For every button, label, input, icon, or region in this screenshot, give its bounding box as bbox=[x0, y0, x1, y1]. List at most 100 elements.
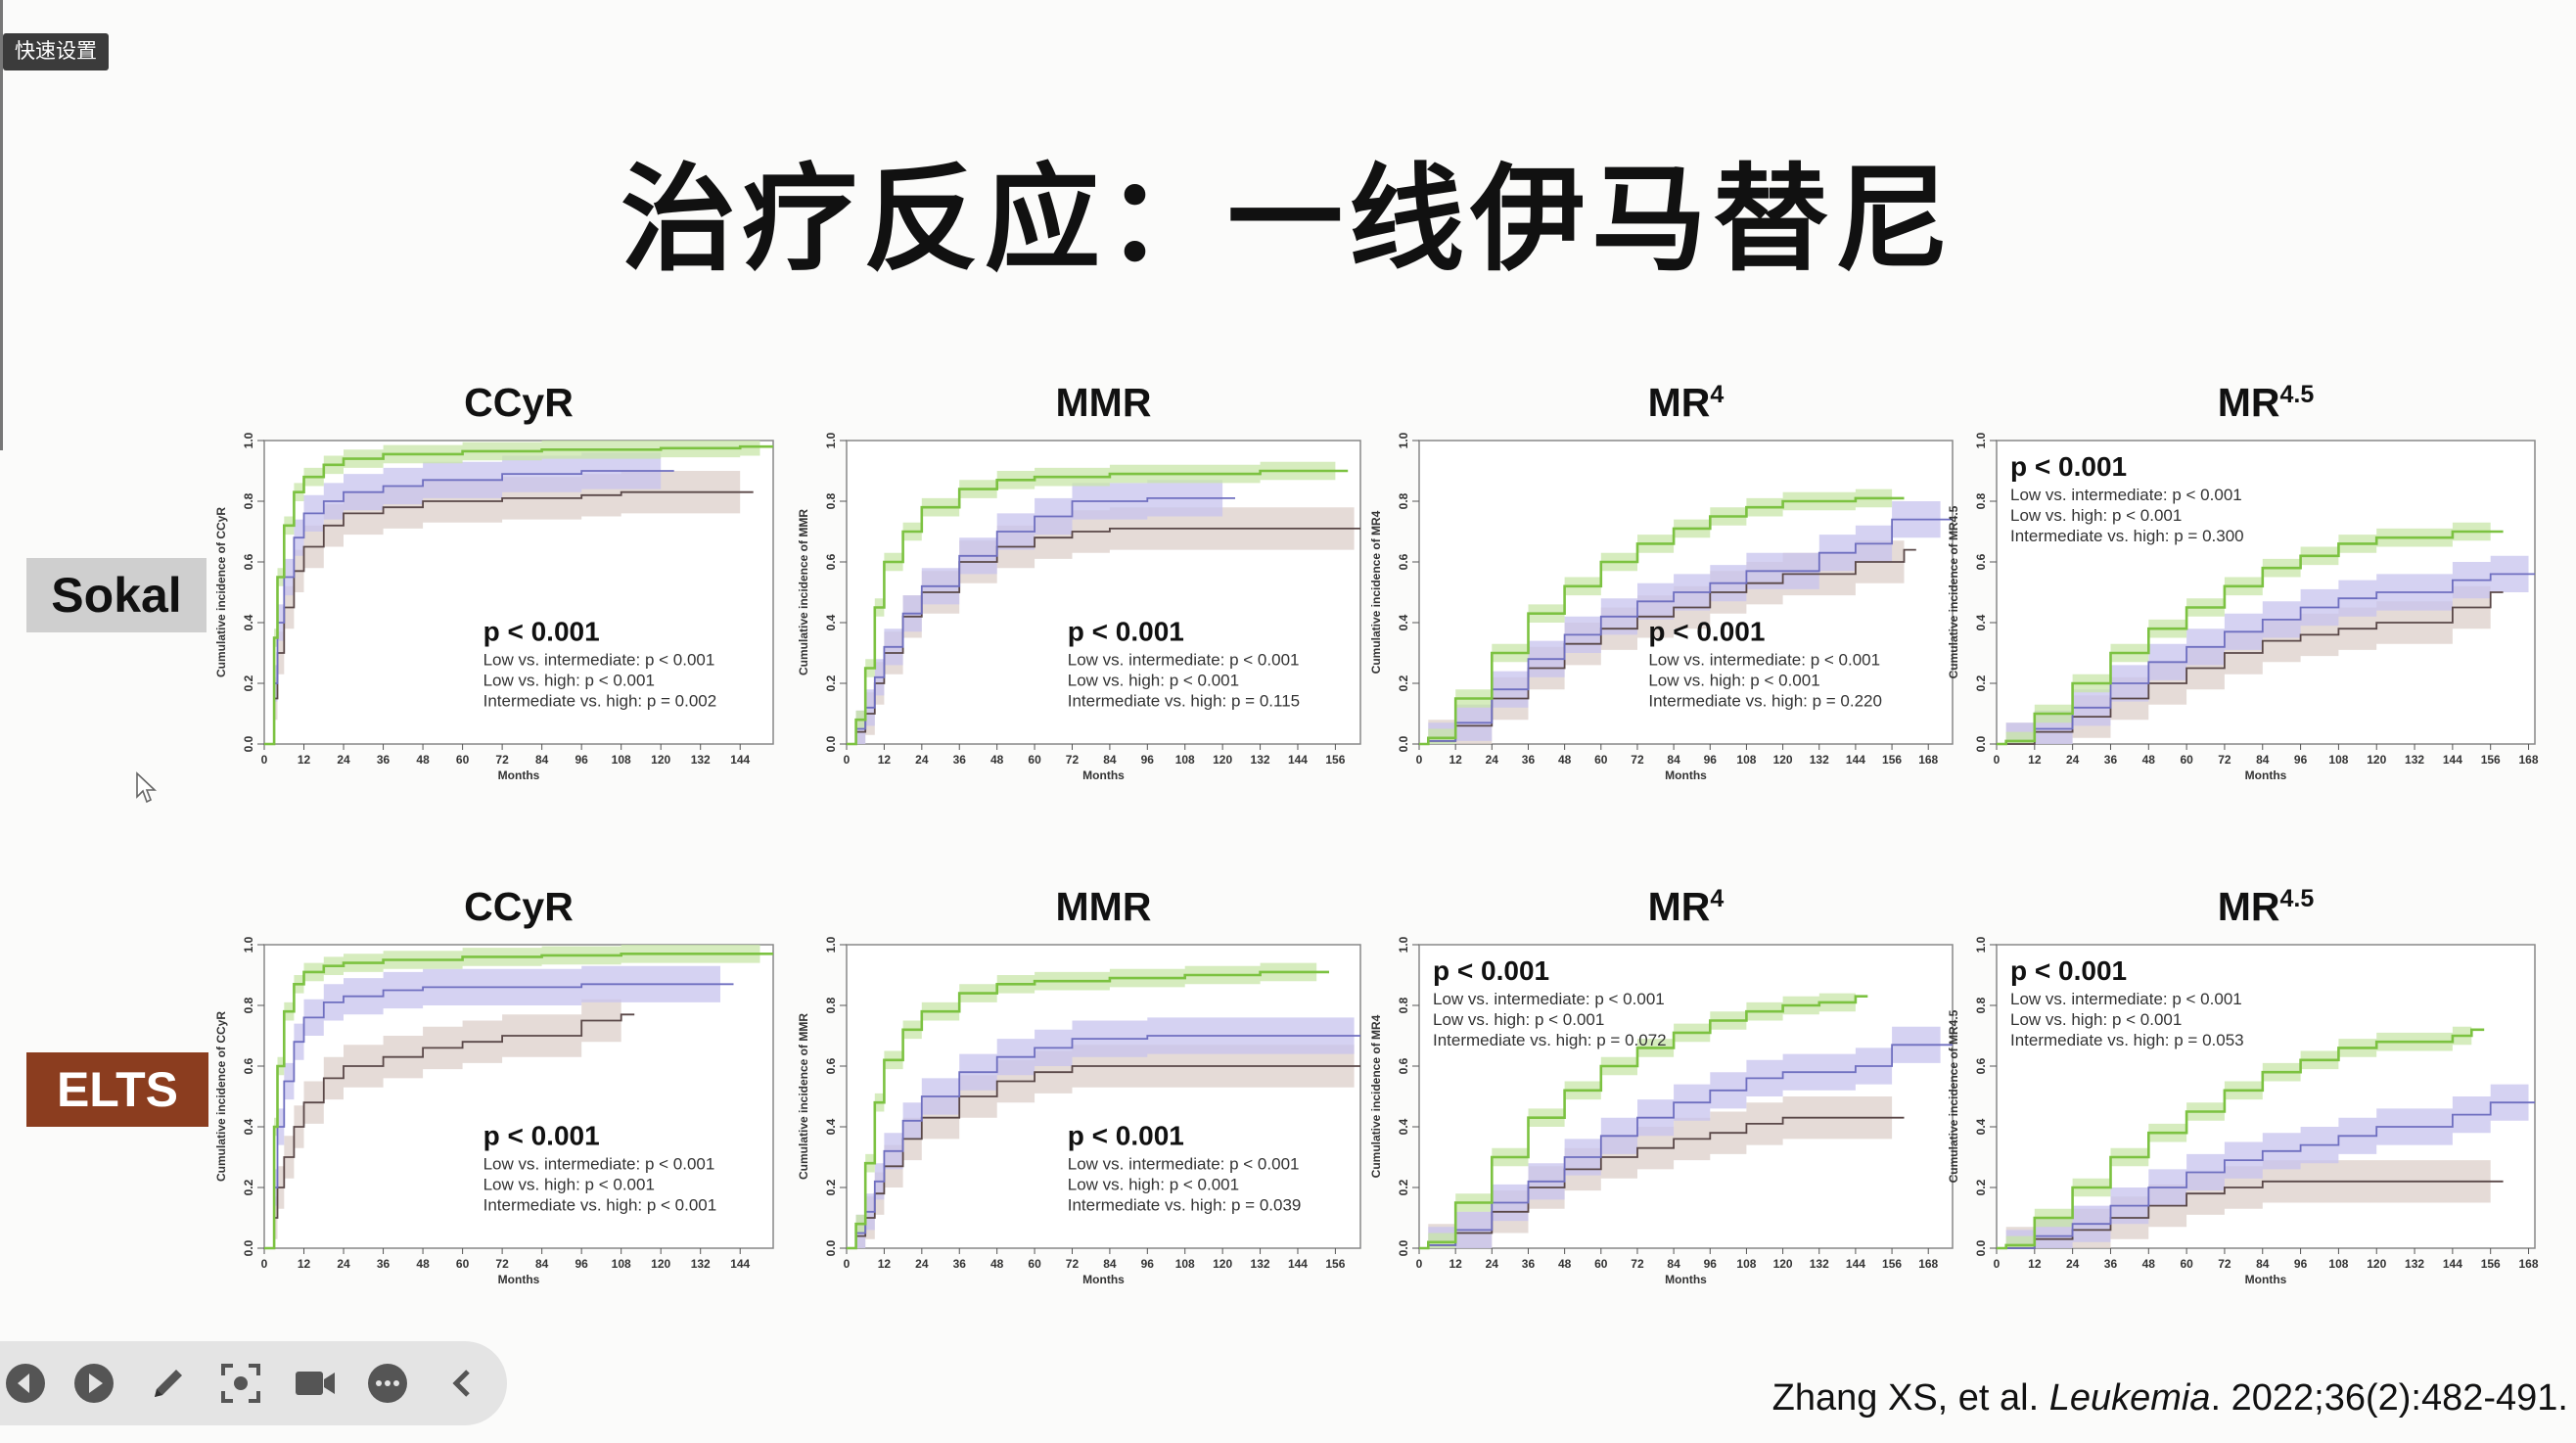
x-tick-label: 156 bbox=[2481, 1257, 2501, 1271]
chart-elts-mr4: MR4 0.0 0.2 0.4 0.6 0.8 1.0 Cumulative incidenc… bbox=[1341, 876, 1962, 1297]
series-line-intermediate bbox=[1419, 1044, 1953, 1249]
y-tick-label: 0.2 bbox=[1974, 1179, 1988, 1195]
y-tick-label: 0.2 bbox=[1397, 675, 1410, 691]
y-tick-label: 0.8 bbox=[242, 492, 255, 509]
quick-settings-button[interactable]: 快速设置 bbox=[3, 33, 109, 70]
chart-title: CCyR bbox=[464, 884, 574, 929]
y-tick-label: 1.0 bbox=[1974, 432, 1988, 448]
confidence-band-intermediate bbox=[855, 1017, 1355, 1248]
x-tick-label: 12 bbox=[878, 753, 892, 767]
collapse-icon[interactable] bbox=[438, 1360, 485, 1407]
y-tick-label: 0.8 bbox=[824, 997, 838, 1013]
x-tick-label: 60 bbox=[1028, 753, 1041, 767]
previous-icon[interactable] bbox=[2, 1360, 49, 1407]
camera-icon[interactable] bbox=[292, 1360, 339, 1407]
chart-elts-ccyr: CCyR 0.0 0.2 0.4 0.6 0.8 1.0 Cumulative inciden… bbox=[186, 876, 783, 1297]
y-tick-label: 0.6 bbox=[1397, 553, 1410, 570]
series-line-low bbox=[1419, 995, 1868, 1250]
mouse-pointer-icon bbox=[136, 771, 158, 804]
x-tick-label: 108 bbox=[612, 1257, 631, 1271]
pen-icon[interactable] bbox=[145, 1360, 192, 1407]
x-tick-label: 168 bbox=[2519, 753, 2539, 767]
x-tick-label: 156 bbox=[2481, 753, 2501, 767]
x-tick-label: 48 bbox=[416, 1257, 430, 1271]
x-tick-label: 60 bbox=[2180, 1257, 2193, 1271]
chart-title: MR4.5 bbox=[2218, 884, 2315, 929]
x-tick-label: 120 bbox=[1773, 753, 1793, 767]
x-tick-label: 0 bbox=[1994, 1257, 2001, 1271]
confidence-band-high bbox=[274, 471, 741, 721]
x-tick-label: 36 bbox=[1522, 1257, 1536, 1271]
chart-svg: MR4 0.0 0.2 0.4 0.6 0.8 1.0 Cumulative incidenc… bbox=[1369, 380, 1954, 782]
x-tick-label: 156 bbox=[1882, 753, 1902, 767]
y-tick-label: 0.6 bbox=[242, 1057, 255, 1074]
p-value-main: p < 0.001 bbox=[1433, 955, 1549, 986]
y-tick-label: 0.6 bbox=[1974, 1057, 1988, 1074]
x-tick-label: 0 bbox=[1416, 1257, 1423, 1271]
x-axis-label: Months bbox=[2245, 1273, 2287, 1286]
x-tick-label: 132 bbox=[1251, 1257, 1270, 1271]
x-tick-label: 132 bbox=[2405, 1257, 2424, 1271]
y-tick-label: 0.4 bbox=[1974, 614, 1988, 630]
p-value-comparison: Intermediate vs. high: p = 0.300 bbox=[2010, 527, 2244, 545]
p-value-comparison: Low vs. high: p < 0.001 bbox=[1068, 672, 1239, 690]
x-tick-label: 84 bbox=[535, 753, 549, 767]
y-axis-label: Cumulative incidence of MR4 bbox=[1369, 1014, 1383, 1178]
chart-sokal-mmr: MMR 0.0 0.2 0.4 0.6 0.8 1.0 Cumulative incidenc… bbox=[768, 372, 1370, 793]
confidence-band-low bbox=[2005, 522, 2491, 744]
series-line-high bbox=[1997, 1180, 2504, 1249]
x-tick-label: 156 bbox=[1325, 753, 1345, 767]
x-tick-label: 60 bbox=[456, 753, 470, 767]
chart-title: MR4.5 bbox=[2218, 380, 2315, 425]
chart-sokal-mr4: MR4 0.0 0.2 0.4 0.6 0.8 1.0 Cumulative incidenc… bbox=[1341, 372, 1962, 793]
x-tick-label: 84 bbox=[1667, 1257, 1680, 1271]
x-tick-label: 120 bbox=[1213, 1257, 1232, 1271]
x-tick-label: 144 bbox=[1288, 1257, 1308, 1271]
x-tick-label: 84 bbox=[2256, 1257, 2270, 1271]
y-tick-label: 0.8 bbox=[824, 492, 838, 509]
p-value-comparison: Intermediate vs. high: p = 0.115 bbox=[1068, 692, 1300, 711]
more-icon[interactable] bbox=[364, 1360, 411, 1407]
y-tick-label: 1.0 bbox=[824, 936, 838, 953]
x-tick-label: 156 bbox=[1882, 1257, 1902, 1271]
x-tick-label: 120 bbox=[1773, 1257, 1793, 1271]
p-value-comparison: Low vs. intermediate: p < 0.001 bbox=[1068, 1155, 1300, 1174]
x-tick-label: 168 bbox=[2519, 1257, 2539, 1271]
series-line-intermediate bbox=[847, 1035, 1360, 1249]
y-tick-label: 0.8 bbox=[1397, 492, 1410, 509]
y-axis-label: Cumulative incidence of CCyR bbox=[214, 507, 228, 677]
citation: Zhang XS, et al. Leukemia. 2022;36(2):48… bbox=[1772, 1377, 2568, 1420]
y-tick-label: 0.0 bbox=[1974, 735, 1988, 752]
x-tick-label: 0 bbox=[1416, 753, 1423, 767]
p-value-comparison: Low vs. high: p < 0.001 bbox=[483, 672, 655, 690]
x-tick-label: 96 bbox=[575, 753, 588, 767]
chart-sokal-mr45: MR4.5 0.0 0.2 0.4 0.6 0.8 1.0 Cumulative incide… bbox=[1918, 372, 2545, 793]
confidence-band-high bbox=[1428, 1096, 1893, 1248]
y-tick-label: 1.0 bbox=[242, 936, 255, 953]
x-tick-label: 48 bbox=[2142, 1257, 2156, 1271]
play-icon[interactable] bbox=[70, 1360, 117, 1407]
y-tick-label: 0.8 bbox=[1974, 492, 1988, 509]
p-value-comparison: Low vs. intermediate: p < 0.001 bbox=[2010, 486, 2242, 504]
x-tick-label: 108 bbox=[1736, 1257, 1756, 1271]
p-value-comparison: Low vs. high: p < 0.001 bbox=[1648, 672, 1819, 690]
chart-title-superscript: 4 bbox=[1710, 381, 1724, 408]
x-tick-label: 48 bbox=[1558, 753, 1572, 767]
y-tick-label: 0.0 bbox=[824, 735, 838, 752]
screenshot-icon[interactable] bbox=[217, 1360, 264, 1407]
x-tick-label: 72 bbox=[1066, 1257, 1080, 1271]
x-tick-label: 120 bbox=[651, 1257, 670, 1271]
x-tick-label: 96 bbox=[1704, 1257, 1718, 1271]
x-tick-label: 96 bbox=[1141, 1257, 1155, 1271]
x-tick-label: 0 bbox=[1994, 753, 2001, 767]
x-tick-label: 0 bbox=[261, 1257, 268, 1271]
x-tick-label: 108 bbox=[1736, 753, 1756, 767]
y-tick-label: 1.0 bbox=[1397, 936, 1410, 953]
x-tick-label: 132 bbox=[1251, 753, 1270, 767]
x-tick-label: 72 bbox=[1631, 753, 1644, 767]
y-axis-label: Cumulative incidence of MMR bbox=[797, 1013, 810, 1180]
y-tick-label: 0.8 bbox=[242, 997, 255, 1013]
x-tick-label: 0 bbox=[844, 1257, 851, 1271]
x-tick-label: 96 bbox=[575, 1257, 588, 1271]
p-value-main: p < 0.001 bbox=[483, 1121, 600, 1151]
